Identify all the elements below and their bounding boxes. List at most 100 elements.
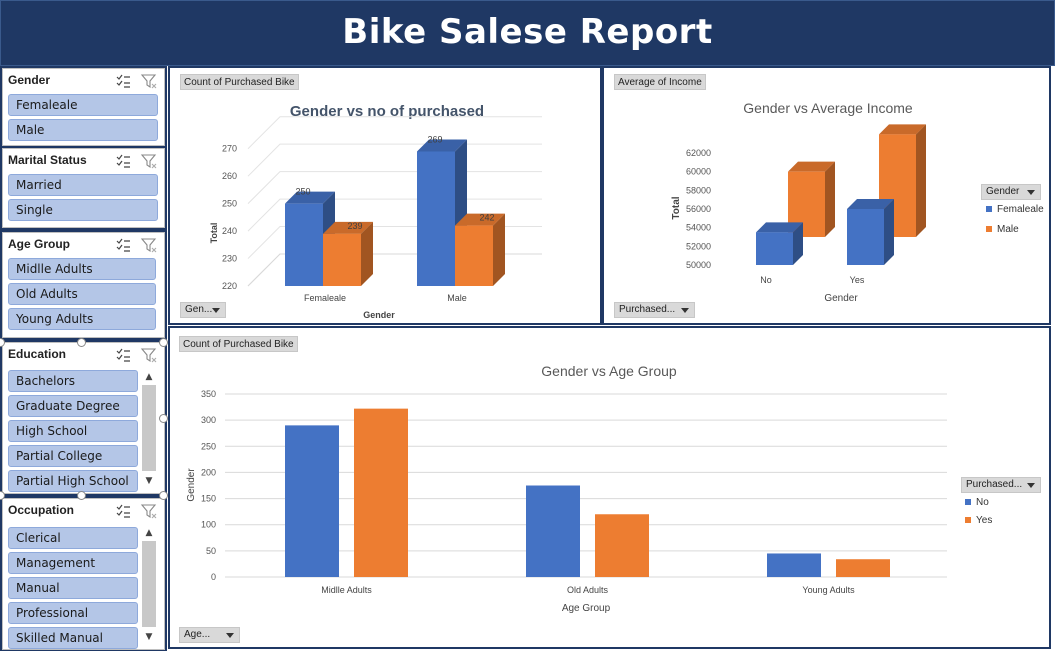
- y-axis-label: Gender: [186, 468, 197, 502]
- multi-select-icon[interactable]: [114, 236, 132, 254]
- clear-filter-icon[interactable]: [140, 72, 158, 90]
- y-tick-label: 250: [201, 441, 216, 451]
- slicer-occupation: Occupation Clerical Management Manual Pr…: [2, 498, 165, 650]
- slicer-item-old-adults[interactable]: Old Adults: [8, 283, 156, 305]
- axis-field-button[interactable]: Gen...: [180, 302, 226, 318]
- resize-handle[interactable]: [0, 338, 5, 347]
- scroll-up-icon[interactable]: ▲: [145, 372, 153, 382]
- bar-top: [788, 161, 835, 172]
- y-tick-label: 50: [206, 546, 216, 556]
- slicer-item-young-adults[interactable]: Young Adults: [8, 308, 156, 330]
- x-tick-label: No: [760, 275, 772, 285]
- axis-field-button[interactable]: Age...: [179, 627, 240, 643]
- slicer-title: Education: [8, 347, 67, 361]
- multi-select-icon[interactable]: [114, 152, 132, 170]
- y-tick-label: 52000: [686, 241, 711, 251]
- value-field-button[interactable]: Count of Purchased Bike: [179, 336, 298, 352]
- slicer-item-single[interactable]: Single: [8, 199, 158, 221]
- value-field-button[interactable]: Average of Income: [614, 74, 706, 90]
- scroll-thumb[interactable]: [142, 385, 156, 471]
- dropdown-arrow-icon: [226, 633, 234, 638]
- resize-handle[interactable]: [0, 491, 5, 500]
- x-axis-label: Age Group: [562, 603, 611, 614]
- chart-purchased: Gender vs no of purchased Total Gender 2…: [209, 103, 542, 320]
- multi-select-icon[interactable]: [114, 72, 132, 90]
- resize-handle[interactable]: [77, 338, 86, 347]
- value-field-button[interactable]: Count of Purchased Bike: [180, 74, 299, 90]
- x-tick-label: Femaleale: [304, 293, 346, 303]
- legend-label: Femaleale: [997, 204, 1044, 215]
- slicer-item-male[interactable]: Male: [8, 119, 158, 141]
- y-tick-label: 240: [222, 226, 237, 236]
- legend-swatch: [986, 226, 992, 233]
- slicer-item-midlle-adults[interactable]: Midlle Adults: [8, 258, 156, 280]
- slicer-education: Education Bachelors Graduate Degree High…: [2, 342, 165, 494]
- bar-side: [493, 213, 505, 286]
- slicer-item-professional[interactable]: Professional: [8, 602, 138, 624]
- scroll-down-icon[interactable]: ▼: [145, 632, 153, 642]
- slicer-item-skilled-manual[interactable]: Skilled Manual: [8, 627, 138, 649]
- y-axis-label: Total: [209, 223, 219, 244]
- slicer-item-high-school[interactable]: High School: [8, 420, 138, 442]
- resize-handle[interactable]: [77, 491, 86, 500]
- clear-filter-icon[interactable]: [140, 346, 158, 364]
- slicer-item-bachelors[interactable]: Bachelors: [8, 370, 138, 392]
- bar-top: [455, 213, 505, 226]
- y-tick-label: 300: [201, 415, 216, 425]
- slicer-item-partial-high-school[interactable]: Partial High School: [8, 470, 138, 492]
- slicer-item-married[interactable]: Married: [8, 174, 158, 196]
- bar-top: [847, 199, 894, 209]
- bar-top: [879, 124, 926, 135]
- scrollbar[interactable]: ▲ ▼: [142, 527, 156, 645]
- scroll-thumb[interactable]: [142, 541, 156, 627]
- y-tick-label: 230: [222, 254, 237, 264]
- y-tick-label: 150: [201, 494, 216, 504]
- bar-side: [361, 221, 373, 286]
- bar-top: [417, 139, 467, 152]
- axis-field-label: Purchased...: [619, 304, 676, 315]
- y-tick-label: 62000: [686, 148, 711, 158]
- multi-select-icon[interactable]: [114, 502, 132, 520]
- legend-label: Yes: [976, 515, 993, 526]
- resize-handle[interactable]: [159, 491, 168, 500]
- slicer-item-partial-college[interactable]: Partial College: [8, 445, 138, 467]
- y-tick-label: 220: [222, 281, 237, 291]
- legend-swatch: [965, 517, 971, 524]
- bar-top: [285, 191, 335, 204]
- slicer-item-clerical[interactable]: Clerical: [8, 527, 138, 549]
- chart-title: Gender vs Average Income: [743, 100, 913, 116]
- axis-field-button[interactable]: Purchased...: [614, 302, 695, 318]
- bar: [756, 232, 793, 265]
- y-tick-label: 56000: [686, 204, 711, 214]
- slicer-item-femaleale[interactable]: Femaleale: [8, 94, 158, 116]
- scrollbar[interactable]: ▲ ▼: [142, 371, 156, 489]
- multi-select-icon[interactable]: [114, 346, 132, 364]
- y-axis-label: Total: [671, 196, 682, 219]
- bar: [285, 203, 323, 286]
- x-tick-label: Male: [447, 293, 467, 303]
- dropdown-arrow-icon: [212, 308, 220, 313]
- bar: [847, 209, 884, 265]
- slicer-item-graduate-degree[interactable]: Graduate Degree: [8, 395, 138, 417]
- slicer-item-management[interactable]: Management: [8, 552, 138, 574]
- legend-item-femaleale: Femaleale: [986, 204, 1044, 215]
- dropdown-arrow-icon: [681, 308, 689, 313]
- resize-handle[interactable]: [159, 414, 168, 423]
- slicer-panel: Gender Femaleale Male Marital Status Mar…: [0, 66, 167, 651]
- scroll-up-icon[interactable]: ▲: [145, 528, 153, 538]
- axis-field-label: Gen...: [185, 304, 213, 315]
- y-tick-label: 260: [222, 171, 237, 181]
- clear-filter-icon[interactable]: [140, 502, 158, 520]
- resize-handle[interactable]: [159, 338, 168, 347]
- clear-filter-icon[interactable]: [140, 236, 158, 254]
- slicer-item-manual[interactable]: Manual: [8, 577, 138, 599]
- clear-filter-icon[interactable]: [140, 152, 158, 170]
- y-tick-label: 250: [222, 199, 237, 209]
- x-tick-label: Old Adults: [567, 585, 609, 595]
- bar-side: [825, 161, 835, 237]
- scroll-down-icon[interactable]: ▼: [145, 476, 153, 486]
- chart-panel-purchased: Count of Purchased Bike Gender vs no of …: [168, 66, 602, 325]
- y-tick-label: 58000: [686, 185, 711, 195]
- legend-field-button[interactable]: Purchased...: [961, 477, 1041, 493]
- legend-field-button[interactable]: Gender: [981, 184, 1041, 200]
